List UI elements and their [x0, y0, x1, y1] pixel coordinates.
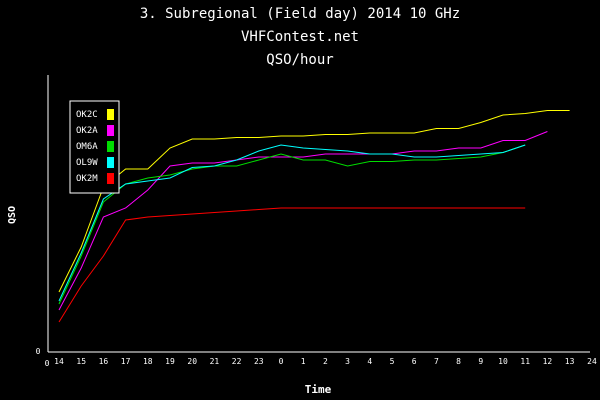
x-axis-label: Time	[305, 383, 332, 396]
x-tick-label: 10	[498, 357, 508, 366]
x-tick-label: 19	[165, 357, 175, 366]
legend-label: OK2M	[76, 174, 98, 184]
legend-label: OK2C	[76, 110, 98, 120]
legend-label: OK2A	[76, 126, 98, 136]
x-tick-label: 23	[254, 357, 264, 366]
x-tick-label: 15	[76, 357, 86, 366]
series-line-ok2c	[58, 110, 570, 293]
legend-swatch	[107, 109, 114, 120]
x-tick-label: 9	[478, 357, 483, 366]
x-tick-label: 22	[232, 357, 242, 366]
x-tick-label: 18	[143, 357, 153, 366]
legend-swatch	[107, 125, 114, 136]
x-end-label: 24	[587, 357, 597, 366]
x-tick-label: 3	[345, 357, 350, 366]
x-tick-label: 21	[210, 357, 220, 366]
legend-swatch	[107, 157, 114, 168]
legend-label: OM6A	[76, 142, 98, 152]
series-line-ok2m	[58, 207, 526, 323]
x-tick-label: 20	[187, 357, 197, 366]
legend: OK2C OK2A OM6A OL9W OK2M	[69, 100, 120, 194]
legend-label: OL9W	[76, 158, 98, 168]
y-tick-label: 0	[36, 347, 41, 356]
x-tick-label: 1	[301, 357, 306, 366]
x-tick-label: 4	[367, 357, 372, 366]
series-lines	[58, 110, 570, 323]
chart-title: 3. Subregional (Field day) 2014 10 GHz	[140, 6, 460, 22]
x-tick-label: 0	[279, 357, 284, 366]
x-origin-label: 0	[45, 359, 50, 368]
x-tick-label: 14	[54, 357, 64, 366]
x-tick-label: 11	[520, 357, 530, 366]
x-tick-labels: 14 15 16 17 18 19 20 21 22 23 0 1 2 3 4 5 6 7 8 9 10 11 12 13	[54, 357, 574, 366]
x-tick-label: 13	[565, 357, 575, 366]
series-line-ol9w	[58, 144, 526, 302]
series-line-om6a	[58, 144, 526, 305]
x-tick-label: 12	[543, 357, 553, 366]
x-tick-label: 6	[412, 357, 417, 366]
x-tick-label: 8	[456, 357, 461, 366]
chart-subtitle: VHFContest.net	[241, 29, 359, 45]
chart-unit-caption: QSO/hour	[266, 52, 333, 68]
x-tick-label: 17	[121, 357, 131, 366]
x-tick-label: 2	[323, 357, 328, 366]
x-tick-label: 5	[390, 357, 395, 366]
x-tick-label: 16	[99, 357, 109, 366]
x-tick-label: 7	[434, 357, 439, 366]
y-axis-label: QSO	[7, 206, 18, 224]
series-line-ok2a	[58, 131, 548, 311]
legend-swatch	[107, 141, 114, 152]
legend-swatch	[107, 173, 114, 184]
